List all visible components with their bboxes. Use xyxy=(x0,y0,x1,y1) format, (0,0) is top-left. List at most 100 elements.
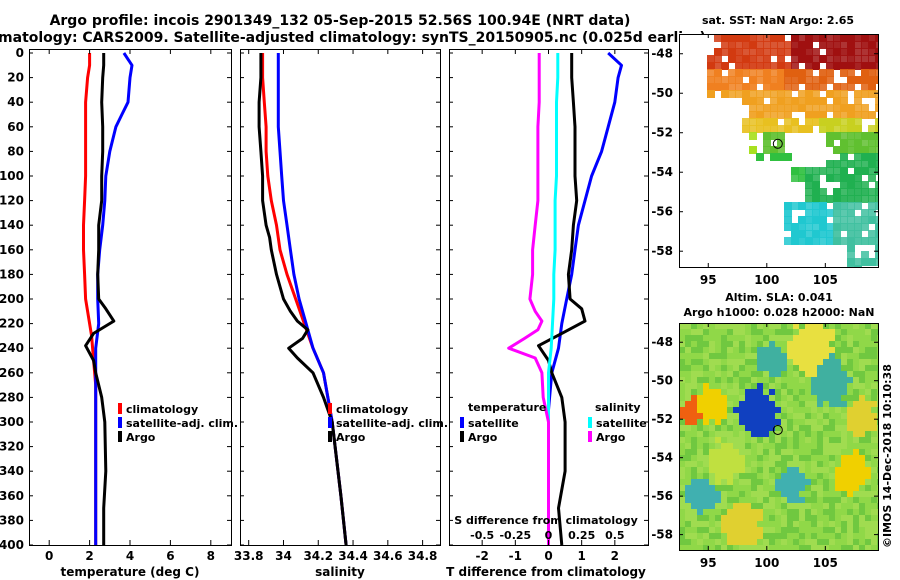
sla-cell xyxy=(751,497,758,504)
sla-cell xyxy=(715,461,722,468)
sla-cell xyxy=(829,503,836,510)
sla-cell xyxy=(733,419,740,426)
sla-cell xyxy=(877,389,878,396)
sla-cell xyxy=(853,509,860,516)
sla-cell xyxy=(847,515,854,522)
sst-cell xyxy=(791,76,799,84)
sla-cell xyxy=(781,449,788,456)
sla-cell xyxy=(691,545,698,550)
sla-cell xyxy=(787,407,794,414)
sla-cell xyxy=(805,431,812,438)
sla-cell xyxy=(715,425,722,432)
sla-cell xyxy=(829,479,836,486)
sla-cell xyxy=(709,461,716,468)
sst-cell xyxy=(805,76,813,84)
sla-cell xyxy=(799,443,806,450)
x-tick-label: 6 xyxy=(166,549,174,563)
sla-cell xyxy=(823,473,830,480)
sst-cell xyxy=(763,41,771,49)
sla-cell xyxy=(757,503,764,510)
sla-cell xyxy=(721,419,728,426)
sla-cell xyxy=(787,431,794,438)
sla-cell xyxy=(829,467,836,474)
sst-cell xyxy=(777,139,785,147)
sla-cell xyxy=(775,413,782,420)
sla-cell xyxy=(811,389,818,396)
sst-cell xyxy=(861,153,869,161)
sla-cell xyxy=(745,395,752,402)
sst-cell xyxy=(728,90,736,98)
sst-cell xyxy=(791,237,799,245)
sla-cell xyxy=(769,365,776,372)
sla-cell xyxy=(829,497,836,504)
sst-cell xyxy=(749,118,757,126)
sla-cell xyxy=(703,467,710,474)
sst-cell xyxy=(749,83,757,91)
legend-label-s-satellite: satellite xyxy=(596,417,647,430)
sla-cell xyxy=(877,419,878,426)
sla-cell xyxy=(721,443,728,450)
sla-cell xyxy=(679,431,686,438)
sla-cell xyxy=(829,371,836,378)
lat-tick-label: -52 xyxy=(651,412,673,426)
sla-cell xyxy=(811,419,818,426)
sla-cell xyxy=(733,431,740,438)
sla-cell xyxy=(859,503,866,510)
sla-cell xyxy=(745,413,752,420)
sst-cell xyxy=(875,41,878,49)
sla-cell xyxy=(865,413,872,420)
sla-cell xyxy=(769,479,776,486)
sst-cell xyxy=(833,34,841,42)
sla-cell xyxy=(877,509,878,516)
sla-cell xyxy=(697,371,704,378)
sla-cell xyxy=(691,479,698,486)
sla-cell xyxy=(865,425,872,432)
sst-map-title: sat. SST: NaN Argo: 2.65 xyxy=(702,14,854,27)
sla-cell xyxy=(865,473,872,480)
legend-label-climatology: climatology xyxy=(336,403,408,416)
sla-cell xyxy=(811,425,818,432)
sla-cell xyxy=(697,431,704,438)
sla-cell xyxy=(775,383,782,390)
sla-cell xyxy=(787,335,794,342)
sst-cell xyxy=(861,83,869,91)
sla-cell xyxy=(781,323,788,330)
sst-cell xyxy=(770,111,778,119)
sst-cell xyxy=(861,55,869,63)
sst-cell xyxy=(819,97,827,105)
sla-cell xyxy=(745,323,752,330)
sst-cell xyxy=(812,55,820,63)
sla-cell xyxy=(679,533,686,540)
sst-cell xyxy=(833,188,841,196)
sst-cell xyxy=(840,139,848,147)
sla-cell xyxy=(847,395,854,402)
sla-cell xyxy=(709,395,716,402)
sst-cell xyxy=(812,195,820,203)
sla-cell xyxy=(691,527,698,534)
sla-cell xyxy=(781,329,788,336)
sla-cell xyxy=(697,341,704,348)
sla-cell xyxy=(871,425,878,432)
sla-cell xyxy=(709,485,716,492)
sla-cell xyxy=(769,461,776,468)
s-difference-axis-label: S difference from climatology xyxy=(454,514,638,527)
sst-cell xyxy=(770,97,778,105)
sla-cell xyxy=(877,449,878,456)
sla-cell xyxy=(799,503,806,510)
sla-cell xyxy=(769,353,776,360)
sla-cell xyxy=(685,467,692,474)
sst-cell xyxy=(861,48,869,56)
sla-cell xyxy=(679,371,686,378)
sst-cell xyxy=(777,132,785,140)
sla-cell xyxy=(697,527,704,534)
sst-cell xyxy=(805,69,813,77)
sla-cell xyxy=(739,323,746,330)
sla-cell xyxy=(727,341,734,348)
sla-cell xyxy=(877,353,878,360)
sla-cell xyxy=(829,491,836,498)
sla-cell xyxy=(757,365,764,372)
sla-cell xyxy=(829,431,836,438)
sst-cell xyxy=(777,76,785,84)
sst-cell xyxy=(812,90,820,98)
sla-cell xyxy=(727,533,734,540)
